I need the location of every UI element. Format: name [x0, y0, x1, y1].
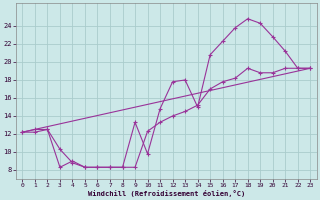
X-axis label: Windchill (Refroidissement éolien,°C): Windchill (Refroidissement éolien,°C) — [88, 190, 245, 197]
